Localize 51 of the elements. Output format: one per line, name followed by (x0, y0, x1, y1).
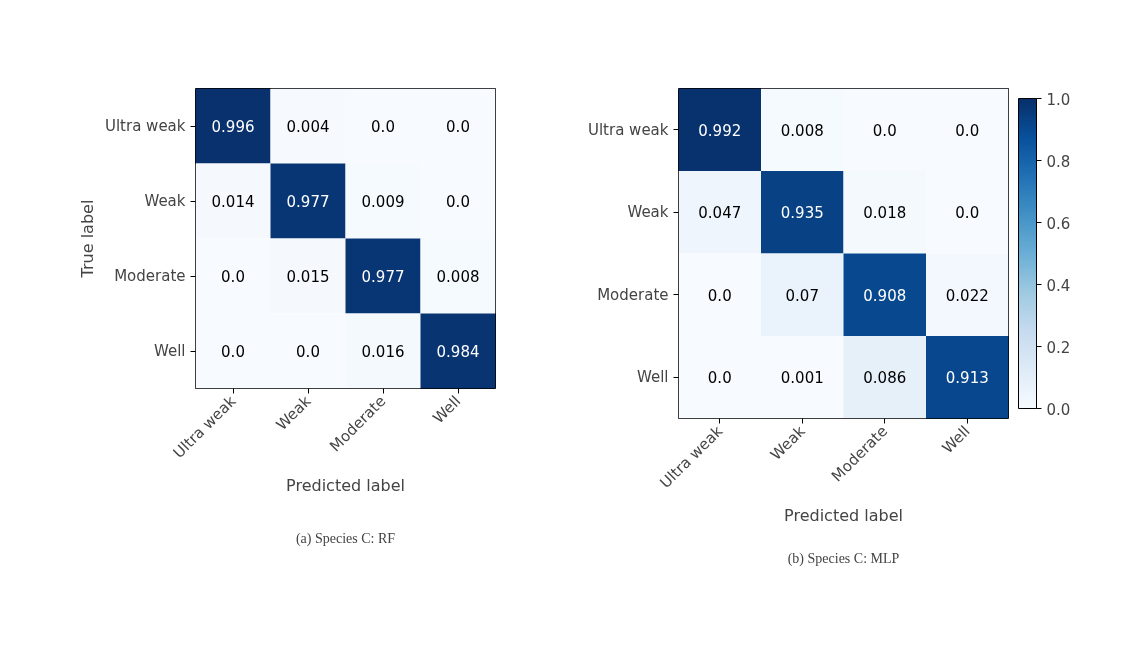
data-label: 0.015 (286, 268, 330, 286)
data-label: 0.008 (436, 268, 480, 286)
y-tick-label: Ultra weak (104, 117, 186, 135)
data-label: 0.977 (361, 268, 405, 286)
text: (b) Species C: MLP (787, 550, 900, 567)
data-label: 0.016 (361, 343, 405, 361)
y-tick-label: Ultra weak (587, 120, 669, 139)
text: (a) Species C: RF (295, 530, 396, 547)
y-tick-label: Moderate (114, 267, 186, 285)
data-label: 0.047 (698, 204, 742, 223)
data-label: 0.009 (361, 193, 405, 211)
data-label: 0.0 (296, 343, 320, 361)
data-label: 0.0 (707, 369, 732, 388)
data-label: 0.908 (863, 286, 907, 305)
data-label: 0.0 (955, 204, 980, 223)
data-label: 0.992 (698, 121, 742, 140)
color-bar-label: 0.4 (1046, 276, 1071, 295)
y-tick-label: Well (153, 342, 186, 360)
color-bar-label: 0.0 (1046, 400, 1071, 419)
y-tick-label: Moderate (597, 285, 669, 304)
data-label: 0.0 (446, 118, 470, 136)
data-label: 0.008 (780, 121, 824, 140)
y-tick-label: Well (636, 368, 669, 387)
data-label: 0.0 (446, 193, 470, 211)
data-label: 0.0 (707, 286, 732, 305)
data-label: 0.07 (785, 286, 819, 305)
color-bar-label: 0.8 (1046, 152, 1071, 171)
data-label: 0.996 (211, 118, 255, 136)
data-label: 0.018 (863, 204, 907, 223)
data-label: 0.022 (945, 286, 989, 305)
data-label: 0.913 (945, 369, 989, 388)
y-axis-title: True label (77, 199, 97, 279)
data-label: 0.935 (780, 204, 824, 223)
y-tick-label: Weak (144, 192, 186, 210)
data-label: 0.001 (780, 369, 824, 388)
data-label: 0.0 (221, 268, 245, 286)
data-label: 0.004 (286, 118, 330, 136)
x-axis-title: Predicted label (784, 506, 903, 526)
data-label: 0.0 (872, 121, 897, 140)
data-label: 0.0 (955, 121, 980, 140)
color-bar-label: 0.2 (1046, 338, 1071, 357)
color-bar-label: 1.0 (1046, 90, 1071, 109)
data-label: 0.0 (221, 343, 245, 361)
data-label: 0.0 (371, 118, 395, 136)
data-label: 0.977 (286, 193, 330, 211)
color-bar-label: 0.6 (1046, 214, 1071, 233)
y-tick-label: Weak (627, 203, 669, 222)
data-label: 0.086 (863, 369, 907, 388)
data-label: 0.984 (436, 343, 480, 361)
x-axis-title: Predicted label (286, 476, 405, 496)
data-label: 0.014 (211, 193, 255, 211)
